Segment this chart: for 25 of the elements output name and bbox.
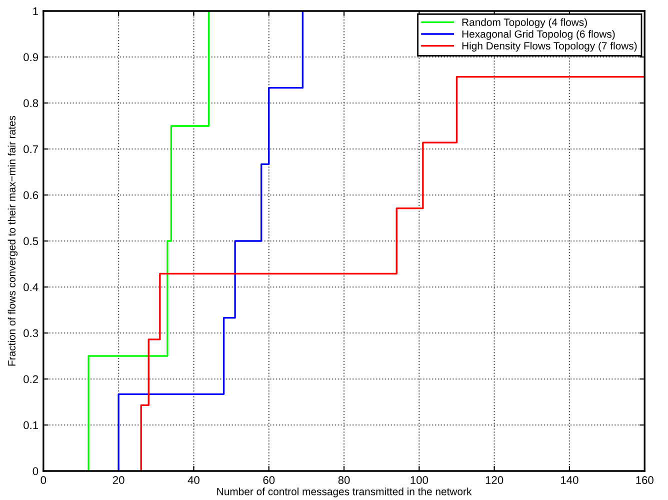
y-tick-label: 0 [32,467,38,476]
y-axis-title: Fraction of flows converged to their max−min fair rates [8,116,18,366]
y-tick-label: 0.7 [24,145,38,154]
x-tick-label: 0 [40,476,46,484]
y-tick-label: 0.8 [24,99,38,108]
y-tick-label: 1 [33,7,38,16]
y-tick-label: 0.1 [24,421,38,430]
x-tick-label: 160 [636,476,654,484]
y-tick-label: 0.2 [24,375,38,384]
x-axis-title: Number of control messages transmitted in the network [217,488,472,498]
legend-label: High Density Flows Topology (7 flows) [462,42,637,52]
x-tick-label: 140 [561,476,578,484]
y-tick-label: 0.3 [24,329,38,338]
y-tick-label: 0.6 [24,191,38,200]
x-tick-label: 80 [338,476,350,484]
x-tick-label: 120 [486,476,504,484]
y-tick-label: 0.9 [24,53,38,62]
x-tick-label: 40 [188,476,200,484]
y-tick-label: 0.5 [24,237,38,246]
legend-label: Random Topology (4 flows) [462,18,587,28]
legend-label: Hexagonal Grid Topolog (6 flows) [462,30,615,40]
x-tick-label: 60 [263,476,275,484]
y-tick-label: 0.4 [24,283,38,292]
x-tick-label: 20 [112,476,124,484]
x-tick-label: 100 [410,476,428,484]
